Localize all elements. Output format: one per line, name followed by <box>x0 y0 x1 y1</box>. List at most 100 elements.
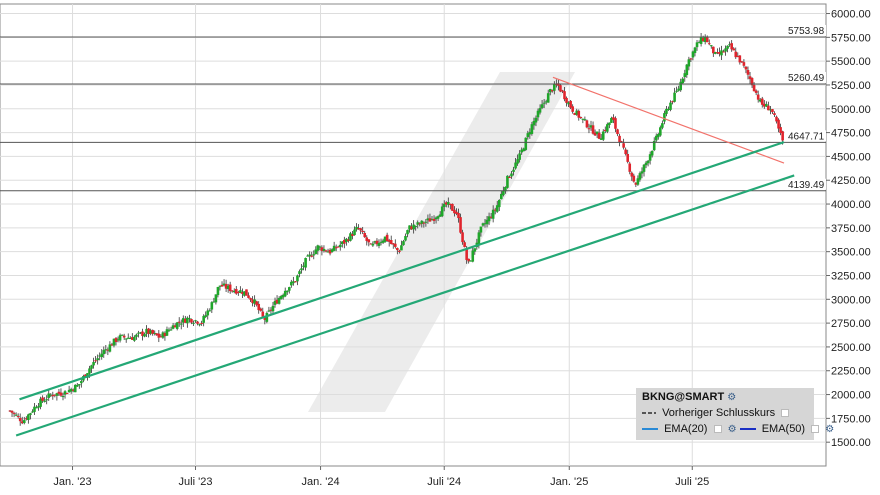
candle-body <box>559 85 562 92</box>
candle-body <box>332 245 336 251</box>
candle-body <box>243 291 246 296</box>
candle-body <box>102 350 106 355</box>
toggle-checkbox-icon[interactable] <box>781 409 790 418</box>
candle-body <box>461 232 464 243</box>
candle-body <box>593 132 597 136</box>
candle-body <box>579 117 583 119</box>
candle-body <box>471 250 475 262</box>
candle-body <box>750 77 754 86</box>
candle-body <box>491 209 495 219</box>
candle-body <box>502 190 505 196</box>
candle-body <box>736 56 740 58</box>
candle-body <box>271 305 275 312</box>
candle-body <box>746 70 750 75</box>
candle-body <box>473 248 477 252</box>
candle-body <box>467 258 470 262</box>
candle-body <box>416 222 420 225</box>
candle-body <box>683 73 687 78</box>
candle-body <box>487 216 491 222</box>
candle-body <box>228 284 232 292</box>
candle-body <box>59 392 63 396</box>
candle-body <box>29 413 32 415</box>
candle-body <box>208 310 212 312</box>
candle-body <box>762 103 766 107</box>
candle-body <box>283 290 287 297</box>
candle-body <box>479 226 483 233</box>
y-tick-label: 6000.00 <box>831 9 871 21</box>
y-tick-label: 2000.00 <box>831 390 871 402</box>
y-tick-label: 3750.00 <box>831 223 871 235</box>
toggle-checkbox-icon[interactable] <box>811 425 820 434</box>
candle-body <box>192 322 195 324</box>
candle-body <box>239 290 242 293</box>
candle-body <box>626 153 630 162</box>
candle-body <box>748 76 752 80</box>
candle-body <box>10 410 14 413</box>
candle-body <box>760 98 764 105</box>
candle-body <box>263 317 267 320</box>
candle-body <box>406 230 409 235</box>
candle-body <box>126 337 130 339</box>
candle-body <box>120 334 124 336</box>
candle-body <box>614 118 617 129</box>
candle-body <box>510 173 513 177</box>
candle-body <box>37 406 40 408</box>
settings-icon[interactable]: ⚙ <box>727 392 737 403</box>
candle-body <box>516 159 519 164</box>
candle-body <box>57 391 61 394</box>
candle-body <box>151 330 155 334</box>
candle-body <box>110 344 114 346</box>
level-label-bg <box>785 130 826 142</box>
candle-body <box>673 92 676 102</box>
candle-body <box>161 332 165 338</box>
candle-body <box>88 368 91 374</box>
candle-body <box>616 129 619 135</box>
candle-body <box>709 45 713 47</box>
candle-body <box>391 243 395 245</box>
candle-body <box>567 102 570 105</box>
candle-body <box>744 66 748 70</box>
trendline-support-lower <box>15 174 795 437</box>
candle-body <box>671 101 674 103</box>
candle-body <box>718 52 721 55</box>
candle-body <box>632 175 636 182</box>
candle-body <box>114 338 118 342</box>
candle-body <box>693 47 697 54</box>
candle-body <box>35 407 38 409</box>
candle-body <box>269 309 273 311</box>
candle-body <box>583 119 587 121</box>
toggle-checkbox-icon[interactable] <box>713 425 722 434</box>
candle-body <box>222 283 226 286</box>
candle-body <box>347 239 350 242</box>
candle-body <box>610 117 613 123</box>
candle-body <box>345 238 348 243</box>
candle-body <box>184 318 187 323</box>
candle-body <box>734 51 738 58</box>
candle-body <box>92 362 95 366</box>
candle-body <box>781 131 784 141</box>
candle-body <box>338 244 342 248</box>
candle-body <box>304 258 307 268</box>
candle-body <box>371 243 375 246</box>
candle-body <box>55 393 59 396</box>
candle-body <box>287 287 291 291</box>
candle-body <box>379 241 383 243</box>
candle-body <box>459 217 462 233</box>
settings-icon[interactable]: ⚙ <box>727 424 737 435</box>
candle-body <box>707 43 711 45</box>
candle-body <box>49 394 53 396</box>
candle-body <box>469 260 473 262</box>
candle-body <box>153 332 157 334</box>
candle-body <box>355 226 358 230</box>
candle-body <box>165 329 169 336</box>
candle-body <box>31 411 34 413</box>
candle-body <box>769 109 772 111</box>
candle-body <box>365 237 369 241</box>
candle-body <box>218 285 222 287</box>
settings-icon[interactable]: ⚙ <box>825 424 835 435</box>
candle-body <box>196 321 199 324</box>
candle-body <box>656 134 660 138</box>
candle-body <box>444 202 448 205</box>
candle-body <box>155 333 159 336</box>
y-tick-label: 5000.00 <box>831 104 871 116</box>
